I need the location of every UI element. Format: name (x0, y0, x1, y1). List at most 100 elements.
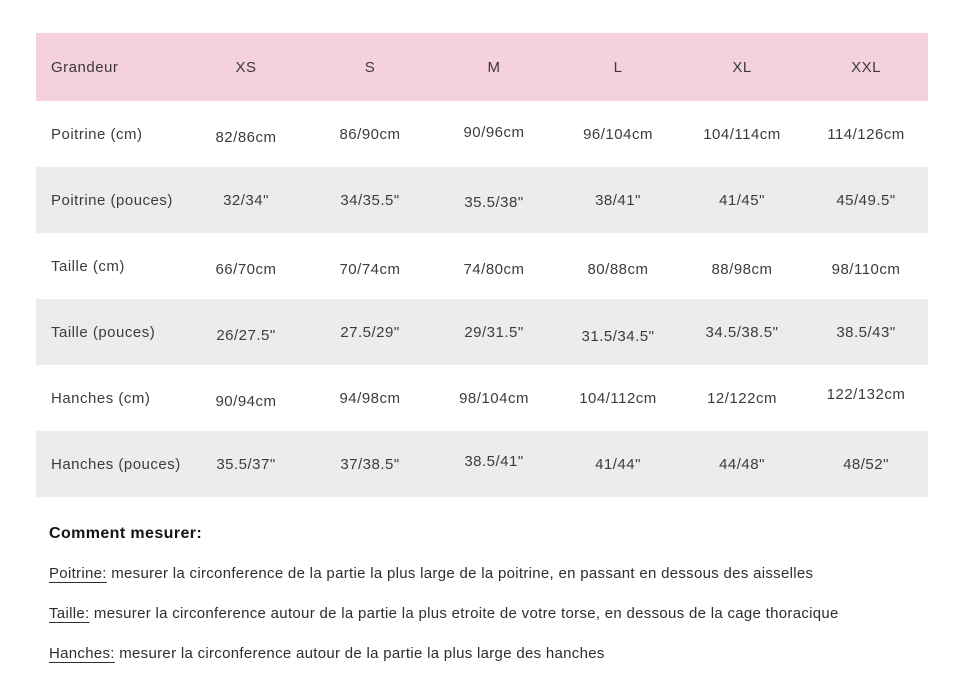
cell-taille-cm-xs: 66/70cm (184, 233, 308, 299)
cell-taille-pouces-l: 31.5/34.5" (556, 299, 680, 365)
cell-value: 34.5/38.5" (705, 323, 779, 341)
cell-taille-cm-xl: 88/98cm (680, 233, 804, 299)
column-header-xs: XS (235, 58, 257, 76)
table-row-poitrine-cm: Poitrine (cm) 82/86cm 86/90cm 90/96cm 96… (36, 101, 928, 167)
cell-hanches-cm-m: 98/104cm (432, 365, 556, 431)
cell-value: 114/126cm (827, 125, 905, 143)
cell-poitrine-cm-xs: 82/86cm (184, 101, 308, 167)
cell-hanches-cm-s: 94/98cm (308, 365, 432, 431)
cell-poitrine-pouces-xl: 41/45" (680, 167, 804, 233)
cell-value: 98/104cm (459, 389, 529, 407)
cell-hanches-cm-xl: 12/122cm (680, 365, 804, 431)
cell-taille-cm-m: 74/80cm (432, 233, 556, 299)
instruction-term-hanches: Hanches: (49, 645, 115, 662)
cell-poitrine-pouces-m: 35.5/38" (432, 167, 556, 233)
cell-hanches-pouces-s: 37/38.5" (308, 431, 432, 497)
cell-value: 37/38.5" (340, 455, 400, 473)
instruction-text-poitrine: mesurer la circonference de la partie la… (106, 565, 814, 582)
instruction-text-hanches: mesurer la circonference autour de la pa… (114, 645, 605, 662)
cell-taille-pouces-xl: 34.5/38.5" (680, 299, 804, 365)
cell-value: 104/112cm (579, 389, 657, 407)
cell-value: 38/41" (595, 191, 641, 209)
cell-hanches-pouces-xxl: 48/52" (804, 431, 928, 497)
cell-value: 88/98cm (711, 260, 773, 278)
cell-hanches-pouces-xl: 44/48" (680, 431, 804, 497)
cell-value: 90/94cm (215, 392, 277, 410)
cell-value: 41/44" (595, 455, 641, 473)
cell-poitrine-pouces-l: 38/41" (556, 167, 680, 233)
cell-hanches-pouces-m: 38.5/41" (432, 431, 556, 497)
table-row-hanches-pouces: Hanches (pouces) 35.5/37" 37/38.5" 38.5/… (36, 431, 928, 497)
cell-hanches-cm-xxl: 122/132cm (804, 365, 928, 431)
cell-value: 27.5/29" (340, 323, 400, 341)
how-to-measure-section: Comment mesurer: Poitrine: mesurer la ci… (49, 525, 929, 663)
cell-value: 41/45" (719, 191, 765, 209)
column-header-s: S (364, 58, 376, 76)
cell-value: 32/34" (223, 191, 269, 209)
cell-value: 34/35.5" (340, 191, 400, 209)
cell-value: 74/80cm (463, 260, 525, 278)
cell-poitrine-pouces-xxl: 45/49.5" (804, 167, 928, 233)
cell-value: 80/88cm (587, 260, 649, 278)
cell-value: 38.5/41" (464, 452, 524, 470)
row-label: Hanches (cm) (51, 389, 151, 407)
cell-value: 38.5/43" (836, 323, 896, 341)
cell-taille-pouces-xs: 26/27.5" (184, 299, 308, 365)
row-label: Taille (pouces) (51, 323, 156, 341)
cell-value: 86/90cm (339, 125, 401, 143)
instruction-term-poitrine: Poitrine: (49, 565, 107, 582)
row-label: Poitrine (pouces) (51, 191, 173, 209)
row-label: Poitrine (cm) (51, 125, 143, 143)
cell-poitrine-cm-l: 96/104cm (556, 101, 680, 167)
table-row-hanches-cm: Hanches (cm) 90/94cm 94/98cm 98/104cm 10… (36, 365, 928, 431)
cell-value: 82/86cm (215, 128, 277, 146)
cell-taille-pouces-s: 27.5/29" (308, 299, 432, 365)
cell-poitrine-cm-xl: 104/114cm (680, 101, 804, 167)
cell-value: 44/48" (719, 455, 765, 473)
row-label: Taille (cm) (51, 257, 125, 275)
cell-value: 31.5/34.5" (581, 327, 655, 345)
instruction-poitrine: Poitrine: mesurer la circonference de la… (49, 565, 929, 583)
cell-poitrine-pouces-xs: 32/34" (184, 167, 308, 233)
cell-hanches-cm-l: 104/112cm (556, 365, 680, 431)
cell-value: 96/104cm (583, 125, 653, 143)
cell-taille-pouces-m: 29/31.5" (432, 299, 556, 365)
instruction-term-taille: Taille: (49, 605, 90, 622)
cell-poitrine-pouces-s: 34/35.5" (308, 167, 432, 233)
instruction-text-taille: mesurer la circonference autour de la pa… (89, 605, 839, 622)
cell-value: 90/96cm (463, 123, 525, 141)
table-row-poitrine-pouces: Poitrine (pouces) 32/34" 34/35.5" 35.5/3… (36, 167, 928, 233)
instruction-hanches: Hanches: mesurer la circonference autour… (49, 645, 929, 663)
size-chart-table: Grandeur XS S M L XL XXL Poitrine (cm) 8… (36, 33, 928, 497)
table-header-row: Grandeur XS S M L XL XXL (36, 33, 928, 101)
cell-value: 29/31.5" (464, 323, 524, 341)
cell-value: 70/74cm (339, 260, 401, 278)
how-to-measure-title: Comment mesurer: (49, 525, 203, 542)
cell-hanches-cm-xs: 90/94cm (184, 365, 308, 431)
cell-taille-cm-l: 80/88cm (556, 233, 680, 299)
cell-hanches-pouces-l: 41/44" (556, 431, 680, 497)
cell-taille-cm-xxl: 98/110cm (804, 233, 928, 299)
cell-taille-cm-s: 70/74cm (308, 233, 432, 299)
instruction-taille: Taille: mesurer la circonference autour … (49, 605, 929, 623)
cell-poitrine-cm-m: 90/96cm (432, 101, 556, 167)
table-row-taille-pouces: Taille (pouces) 26/27.5" 27.5/29" 29/31.… (36, 299, 928, 365)
cell-value: 35.5/38" (464, 193, 524, 211)
cell-value: 98/110cm (831, 260, 901, 278)
cell-value: 66/70cm (215, 260, 277, 278)
cell-value: 94/98cm (339, 389, 401, 407)
row-label: Hanches (pouces) (51, 455, 181, 473)
table-row-taille-cm: Taille (cm) 66/70cm 70/74cm 74/80cm 80/8… (36, 233, 928, 299)
column-header-m: M (487, 58, 501, 76)
cell-value: 35.5/37" (216, 455, 276, 473)
cell-poitrine-cm-xxl: 114/126cm (804, 101, 928, 167)
column-header-l: L (613, 58, 623, 76)
cell-taille-pouces-xxl: 38.5/43" (804, 299, 928, 365)
column-header-grandeur: Grandeur (51, 58, 119, 76)
cell-value: 26/27.5" (216, 326, 276, 344)
cell-value: 45/49.5" (836, 191, 896, 209)
column-header-xl: XL (732, 58, 752, 76)
cell-poitrine-cm-s: 86/90cm (308, 101, 432, 167)
cell-value: 12/122cm (707, 389, 777, 407)
